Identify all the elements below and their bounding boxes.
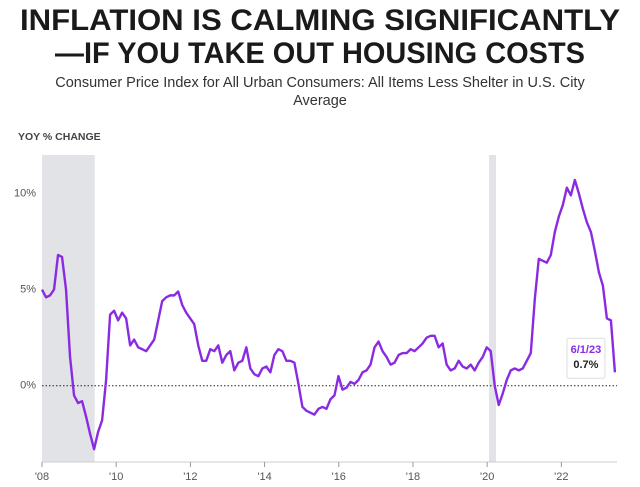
y-tick-label: 10% xyxy=(14,187,36,199)
annotation-date: 6/1/23 xyxy=(571,344,602,356)
y-axis-label: YOY % CHANGE xyxy=(18,131,101,143)
x-tick-label: '22 xyxy=(554,471,568,483)
annotation-box xyxy=(566,337,606,379)
y-tick-label: 0% xyxy=(20,380,36,392)
x-tick-label: '18 xyxy=(406,471,420,483)
annotation-value: 0.7% xyxy=(573,359,598,371)
chart-title: —IF YOU TAKE OUT HOUSING COSTS xyxy=(55,37,585,70)
chart-subtitle: Consumer Price Index for All Urban Consu… xyxy=(55,75,585,91)
chart-title: INFLATION IS CALMING SIGNIFICANTLY xyxy=(20,4,620,37)
x-tick-label: '14 xyxy=(257,471,271,483)
x-tick-label: '10 xyxy=(109,471,123,483)
x-tick-label: '12 xyxy=(183,471,197,483)
recession-band xyxy=(489,155,497,462)
x-tick-label: '16 xyxy=(332,471,346,483)
chart-subtitle: Average xyxy=(293,93,347,109)
data-line xyxy=(40,178,617,451)
y-tick-label: 5% xyxy=(20,284,36,296)
x-tick-label: '20 xyxy=(480,471,494,483)
x-tick-label: '08 xyxy=(35,471,49,483)
